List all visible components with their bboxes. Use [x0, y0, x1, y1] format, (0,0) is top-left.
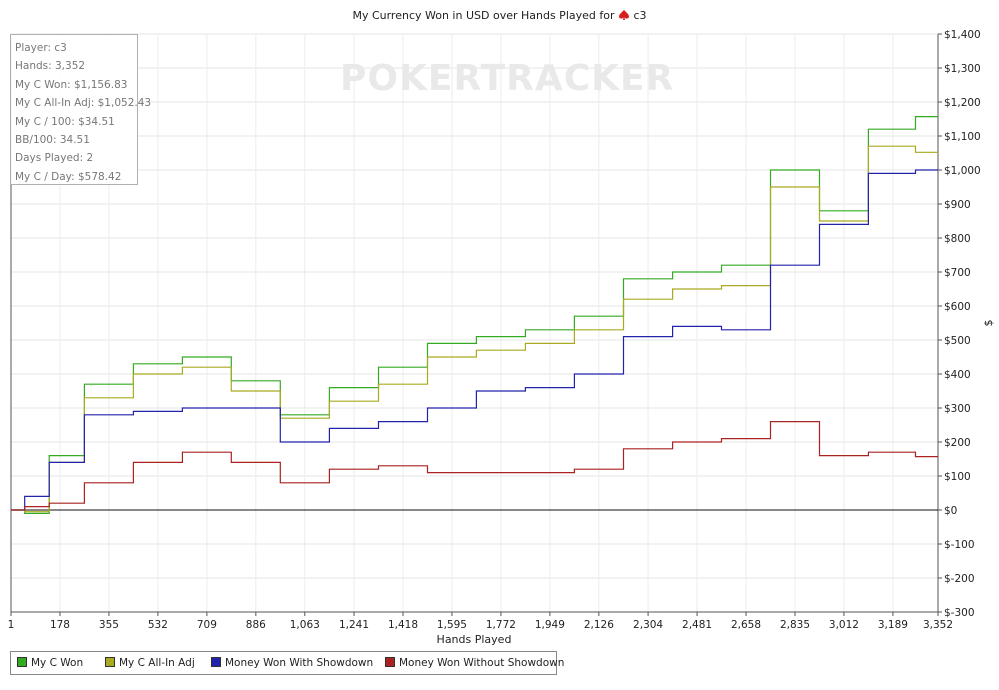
y-tick-label: $900	[944, 199, 971, 211]
series-line-my-c-all-in-adj	[11, 145, 938, 513]
y-tick-label: $-300	[944, 607, 975, 619]
legend-swatch	[385, 657, 395, 667]
x-tick-label: 2,126	[584, 619, 614, 631]
x-axis-label: Hands Played	[437, 633, 512, 646]
x-tick-label: 1,772	[486, 619, 516, 631]
y-tick-label: $0	[944, 505, 957, 517]
x-tick-label: 3,189	[878, 619, 908, 631]
y-tick-label: $1,200	[944, 97, 981, 109]
y-tick-label: $1,300	[944, 63, 981, 75]
y-tick-label: $-100	[944, 539, 975, 551]
pokertracker-watermark: POKERTRACKER	[340, 58, 675, 99]
x-tick-label: 532	[148, 619, 168, 631]
y-tick-label: $300	[944, 403, 971, 415]
x-tick-label: 709	[197, 619, 217, 631]
x-tick-label: 178	[50, 619, 70, 631]
legend-label: Money Won Without Showdown	[399, 657, 565, 669]
spade-icon	[618, 9, 630, 24]
series-line-money-won-without-showdown	[11, 421, 938, 511]
x-tick-label: 3,012	[829, 619, 859, 631]
stat-my-c-won: My C Won: $1,156.83	[15, 78, 128, 91]
chart-title-text: My Currency Won in USD over Hands Played…	[352, 9, 615, 22]
y-tick-label: $200	[944, 437, 971, 449]
x-tick-label: 2,481	[682, 619, 712, 631]
y-axis-label: $	[982, 320, 995, 327]
x-tick-label: 1,595	[437, 619, 467, 631]
x-tick-label: 2,658	[731, 619, 761, 631]
x-tick-label: 1,063	[290, 619, 320, 631]
y-tick-label: $1,400	[944, 29, 981, 41]
player-name: c3	[633, 9, 647, 22]
legend-swatch	[211, 657, 221, 667]
legend-item-all-in-adj[interactable]: My C All-In Adj	[105, 657, 195, 669]
x-tick-label: 886	[246, 619, 266, 631]
legend: My C Won My C All-In Adj Money Won With …	[10, 651, 564, 675]
x-tick-label: 1,418	[388, 619, 418, 631]
y-tick-label: $1,000	[944, 165, 981, 177]
y-tick-label: $500	[944, 335, 971, 347]
y-tick-label: $100	[944, 471, 971, 483]
series-lines	[11, 116, 938, 514]
series-line-money-won-with-showdown	[11, 169, 938, 511]
legend-label: Money Won With Showdown	[225, 657, 374, 669]
y-tick-label: $800	[944, 233, 971, 245]
legend-swatch	[17, 657, 27, 667]
x-tick-label: 2,304	[633, 619, 663, 631]
grid	[10, 33, 939, 613]
legend-item-with-showdown[interactable]: Money Won With Showdown	[211, 657, 373, 669]
stat-per-day: My C / Day: $578.42	[15, 170, 122, 183]
legend-item-my-c-won[interactable]: My C Won	[17, 657, 83, 669]
y-tick-label: $700	[944, 267, 971, 279]
x-tick-label: 1,949	[535, 619, 565, 631]
legend-label: My C All-In Adj	[119, 657, 195, 669]
y-tick-label: $-200	[944, 573, 975, 585]
y-tick-label: $400	[944, 369, 971, 381]
legend-label: My C Won	[31, 657, 84, 669]
tick-labels: $-300 $-200 $-100 $0 $100 $200 $300 $400 $500 $60…	[8, 29, 981, 631]
stat-days-played: Days Played: 2	[15, 152, 94, 165]
series-line-my-c-won	[11, 116, 938, 514]
stat-all-in-adj: My C All-In Adj: $1,052.43	[15, 97, 152, 110]
x-tick-label: 3,352	[923, 619, 953, 631]
legend-swatch	[105, 657, 115, 667]
stats-box: Player: c3 Hands: 3,352 My C Won: $1,156…	[10, 34, 152, 185]
y-tick-label: $600	[944, 301, 971, 313]
stat-player: Player: c3	[15, 42, 67, 54]
chart-title: My Currency Won in USD over Hands Played…	[0, 9, 999, 24]
stat-hands: Hands: 3,352	[15, 60, 86, 73]
x-tick-label: 1	[8, 619, 15, 631]
x-tick-label: 2,835	[780, 619, 810, 631]
stat-bb-100: BB/100: 34.51	[15, 133, 90, 146]
x-tick-label: 1,241	[339, 619, 369, 631]
stat-per-100: My C / 100: $34.51	[15, 115, 115, 128]
y-tick-label: $1,100	[944, 131, 981, 143]
legend-item-without-showdown[interactable]: Money Won Without Showdown	[385, 657, 564, 669]
axes	[10, 33, 942, 616]
x-tick-label: 355	[99, 619, 119, 631]
